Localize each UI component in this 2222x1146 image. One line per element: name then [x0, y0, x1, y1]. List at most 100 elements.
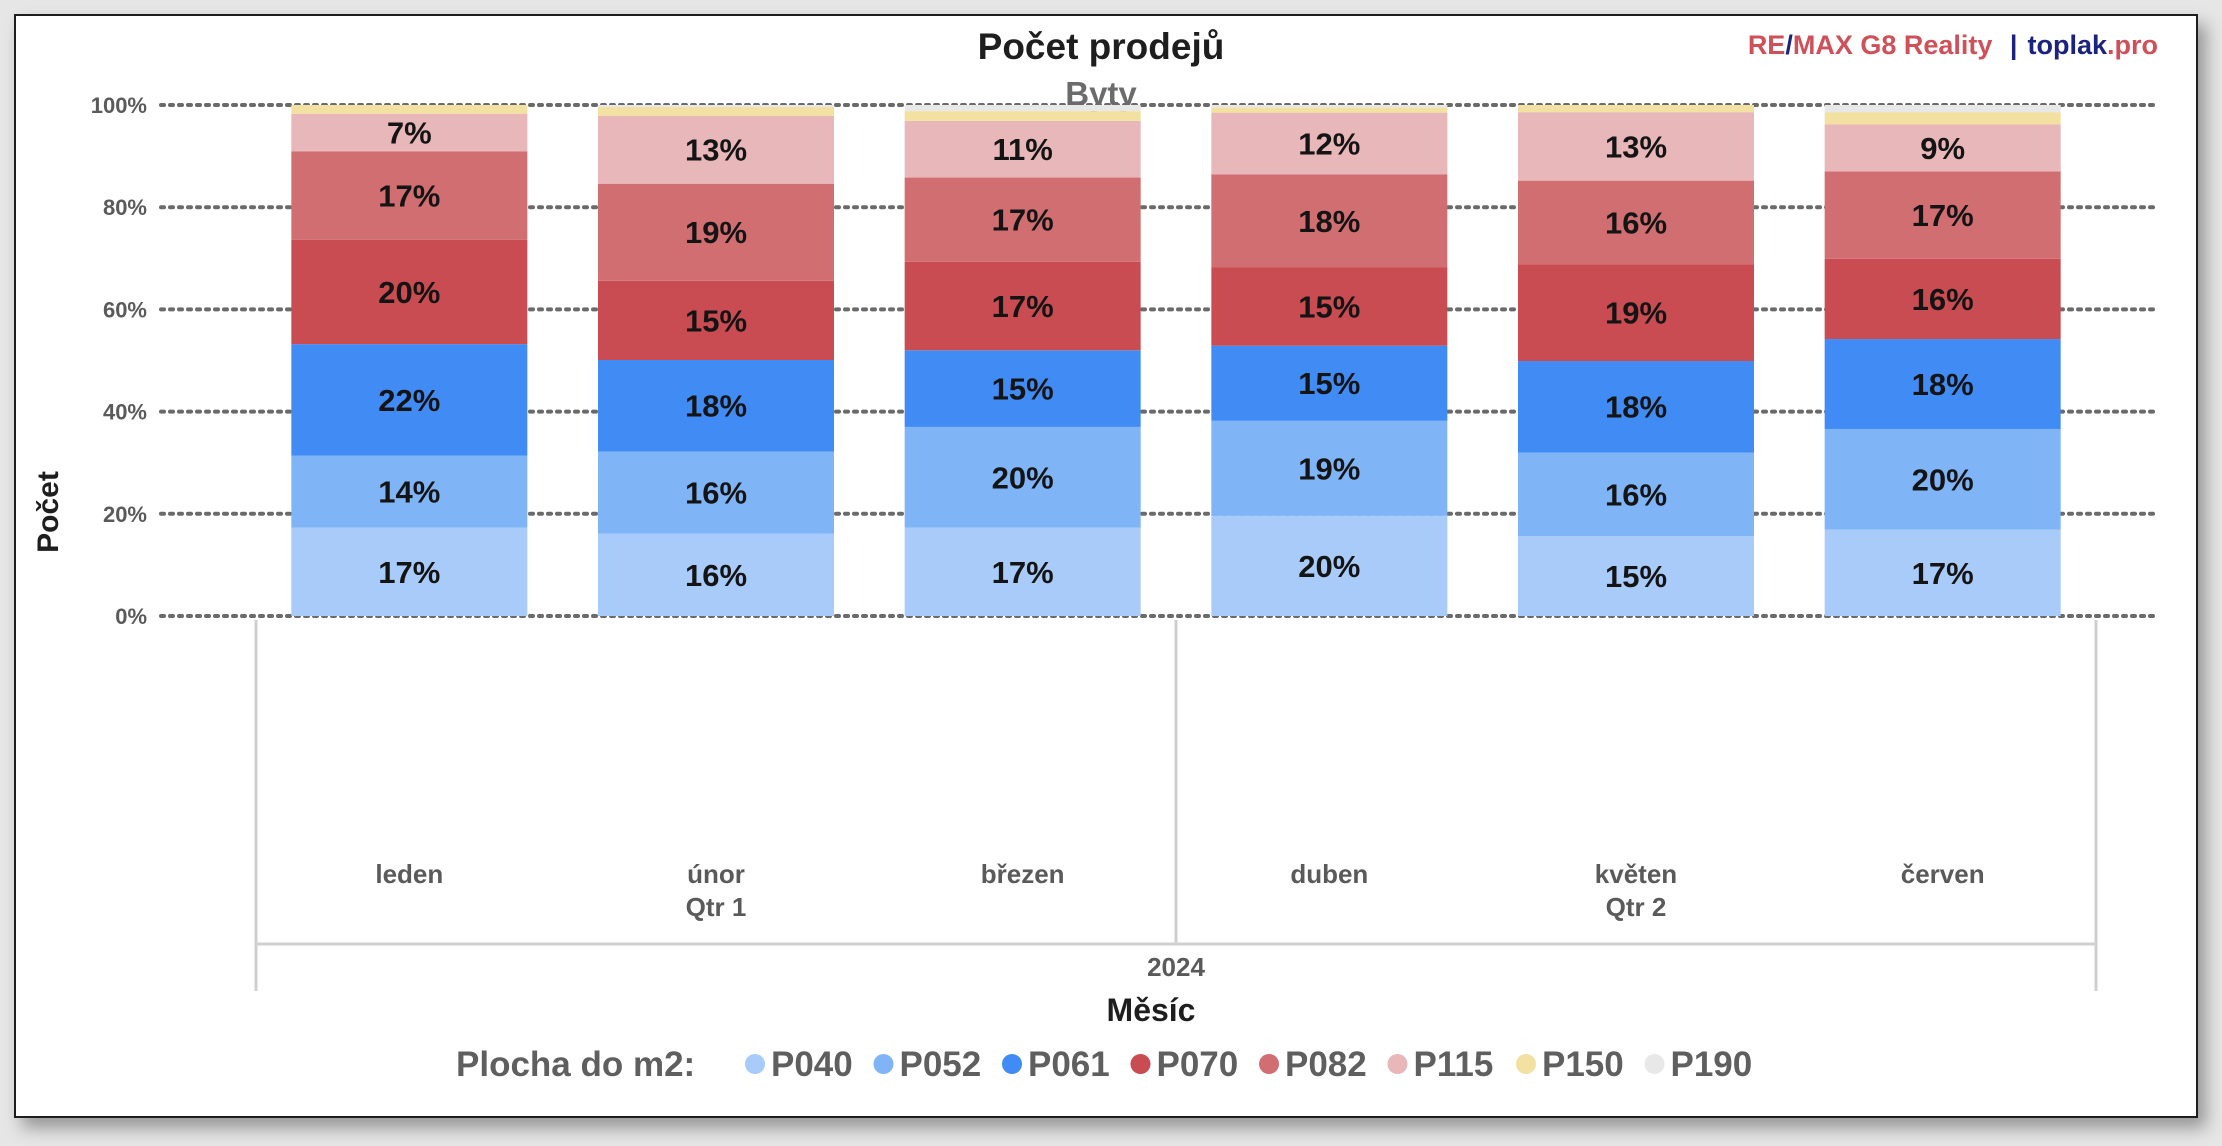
- y-axis-ticks: 0% 20% 40% 60% 80% 100%: [91, 93, 147, 629]
- data-label: 17%: [378, 555, 440, 590]
- legend-marker: [745, 1054, 765, 1074]
- legend-marker: [873, 1054, 894, 1074]
- legend-item-p040: P040: [771, 1045, 853, 1084]
- data-label: 17%: [992, 555, 1054, 590]
- bar-segment-p061-1: [598, 359, 834, 452]
- bar-segment-p052-1: [598, 451, 834, 534]
- bar-segment-p040-5: [1824, 529, 2061, 616]
- x-tick-label: květen: [1595, 859, 1677, 889]
- bar-segment-p061-2: [904, 350, 1141, 427]
- bars: 17% 14% 22% 20% 17% 7% 16% 16% 18% 15% 19% 13% 17% 20…: [291, 105, 2061, 616]
- bar-segment-p052-2: [904, 426, 1141, 528]
- stacked-bar-chart: Počet prodejů Byty Počet 0%20%40%60%80%1…: [32, 26, 2158, 1084]
- quarter-label: Qtr 2: [1606, 892, 1667, 922]
- bar-segment-p052-5: [1824, 428, 2061, 530]
- legend-item-p115: P115: [1414, 1045, 1494, 1084]
- data-label: 20%: [378, 275, 440, 310]
- brand-separator: |: [2009, 30, 2018, 60]
- legend-marker: [1516, 1054, 1536, 1074]
- bar-segment-p150-3: [1211, 107, 1448, 113]
- bar-segment-p040-2: [904, 527, 1141, 616]
- bar-segment-p082-3: [1211, 174, 1448, 268]
- bar-segment-p115-3: [1211, 112, 1448, 175]
- bar-segment-p115-5: [1824, 124, 2061, 172]
- brand-slash: /: [1785, 30, 1793, 60]
- bar-segment-p040-4: [1518, 536, 1754, 616]
- data-label: 13%: [685, 133, 747, 168]
- legend-marker: [1002, 1054, 1022, 1074]
- brand-credit: RE/MAX G8 Reality | toplak.pro: [1748, 30, 2158, 61]
- bar-segment-p061-0: [291, 344, 528, 456]
- data-label: 9%: [1920, 131, 1965, 166]
- data-label: 19%: [1298, 451, 1360, 486]
- bar-segment-p082-2: [904, 177, 1141, 262]
- legend-marker: [1130, 1054, 1151, 1074]
- bar-segment-p070-4: [1518, 264, 1754, 362]
- data-label: 17%: [992, 203, 1054, 238]
- data-label: 15%: [685, 303, 747, 338]
- legend-item-p070: P070: [1157, 1045, 1239, 1084]
- bar-segment-p190-2: [904, 105, 1141, 112]
- bar-segment-p070-3: [1211, 267, 1448, 346]
- data-label: 13%: [1605, 129, 1667, 164]
- bar-segment-p082-1: [598, 183, 834, 281]
- x-tick-label: leden: [375, 859, 443, 889]
- brand-remax-rest: MAX G8 Reality: [1792, 30, 1993, 60]
- data-label: 15%: [1298, 366, 1360, 401]
- bar-segment-p040-1: [598, 533, 834, 616]
- bar-segment-p115-1: [598, 115, 834, 184]
- year-label: 2024: [1147, 952, 1205, 982]
- brand-toplak-name: toplak: [2027, 30, 2107, 60]
- y-tick-label: 40%: [103, 400, 147, 425]
- data-label: 22%: [378, 383, 440, 418]
- data-label: 18%: [1912, 367, 1974, 402]
- y-tick-label: 60%: [103, 297, 147, 322]
- bar-segment-p115-4: [1518, 112, 1754, 181]
- data-label: 7%: [387, 116, 432, 151]
- chart-title: Počet prodejů: [978, 26, 1225, 67]
- y-tick-label: 0%: [115, 604, 147, 629]
- bar-segment-p070-1: [598, 280, 834, 360]
- bar-segment-p190-1: [598, 105, 834, 108]
- x-tick-label: únor: [687, 859, 745, 889]
- legend: Plocha do m2: P040 P052 P061 P070 P082 P115 P15…: [456, 1045, 1752, 1084]
- data-label: 17%: [992, 289, 1054, 324]
- bar-segment-p061-5: [1824, 339, 2061, 429]
- bar-segment-p040-0: [291, 527, 528, 616]
- bar-segment-p061-4: [1518, 361, 1754, 453]
- bar-segment-p150-1: [598, 107, 834, 116]
- chart-frame: Počet prodejů Byty Počet 0% 20% 40% 60% 80% 1…: [14, 14, 2198, 1118]
- bar-segment-p150-5: [1824, 112, 2061, 125]
- bar-segment-p082-5: [1824, 171, 2061, 259]
- data-label: 18%: [1605, 390, 1667, 425]
- bar-segment-p070-2: [904, 261, 1141, 351]
- legend-item-p190: P190: [1671, 1045, 1753, 1084]
- data-label: 16%: [1912, 282, 1974, 317]
- x-tick-label: duben: [1290, 859, 1368, 889]
- x-axis-title: Měsíc: [1107, 992, 1196, 1028]
- data-label: 12%: [1298, 127, 1360, 162]
- bar-segment-p082-4: [1518, 180, 1754, 265]
- y-tick-label: 100%: [91, 93, 147, 118]
- bar-segment-p082-0: [291, 151, 528, 240]
- data-label: 18%: [685, 389, 747, 424]
- data-label: 16%: [1605, 206, 1667, 241]
- bar-segment-p150-2: [904, 111, 1141, 121]
- bar-segment-p150-0: [291, 105, 528, 114]
- bar-segment-p052-4: [1518, 452, 1754, 537]
- bar-segment-p190-3: [1211, 105, 1448, 108]
- legend-marker: [1644, 1054, 1665, 1074]
- y-axis-title: Počet: [32, 471, 65, 553]
- data-label: 20%: [1912, 462, 1974, 497]
- bar-segment-p061-3: [1211, 345, 1448, 421]
- data-label: 20%: [1298, 549, 1360, 584]
- legend-marker: [1259, 1054, 1279, 1074]
- data-label: 19%: [685, 215, 747, 250]
- brand-toplak-tld: .pro: [2107, 30, 2158, 60]
- data-label: 19%: [1605, 296, 1667, 331]
- bar-segment-p052-3: [1211, 420, 1448, 516]
- y-tick-label: 80%: [103, 195, 147, 220]
- legend-item-p061: P061: [1028, 1045, 1110, 1084]
- brand-remax-re: RE: [1747, 30, 1786, 60]
- data-label: 15%: [1298, 290, 1360, 325]
